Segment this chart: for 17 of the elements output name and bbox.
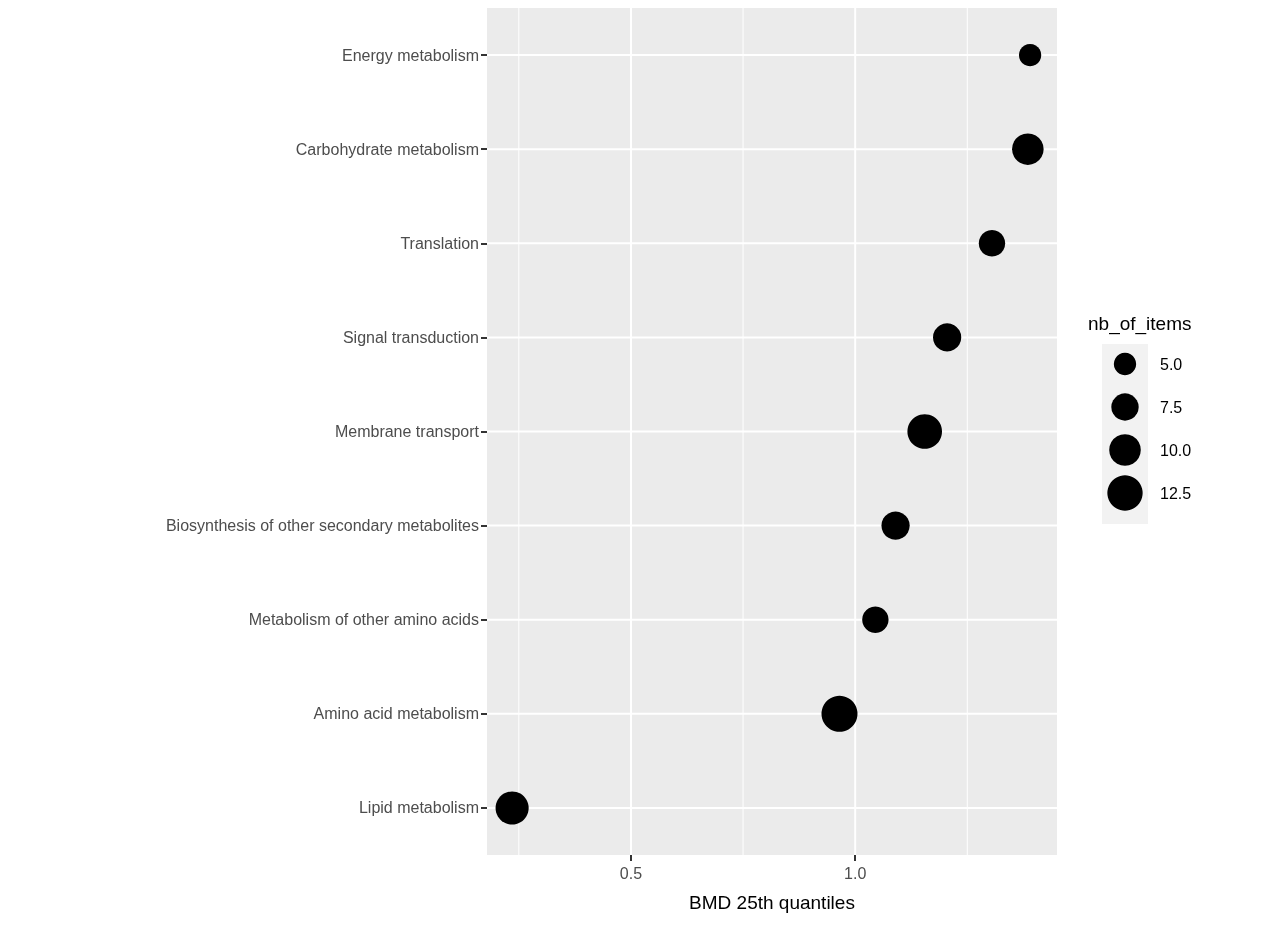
y-tick-label: Metabolism of other amino acids: [248, 611, 479, 629]
x-axis-title: BMD 25th quantiles: [689, 892, 855, 913]
y-tick-label: Lipid metabolism: [358, 799, 479, 817]
y-tick-label: Signal transduction: [342, 328, 479, 346]
y-tick-label: Biosynthesis of other secondary metabolites: [165, 517, 479, 535]
legend-label: 7.5: [1160, 398, 1183, 416]
x-tick-label: 0.5: [619, 864, 643, 882]
legend-label: 10.0: [1160, 441, 1192, 459]
legend-label: 12.5: [1160, 484, 1192, 502]
y-tick-label: Carbohydrate metabolism: [295, 140, 479, 158]
y-tick-label: Amino acid metabolism: [313, 705, 479, 723]
legend-title: nb_of_items: [1088, 313, 1192, 335]
y-tick-label: Energy metabolism: [342, 46, 479, 64]
y-tick-label: Membrane transport: [334, 423, 480, 440]
y-tick-label: Translation: [400, 234, 479, 252]
x-tick-label: 1.0: [844, 864, 867, 882]
legend-label: 5.0: [1160, 355, 1183, 373]
